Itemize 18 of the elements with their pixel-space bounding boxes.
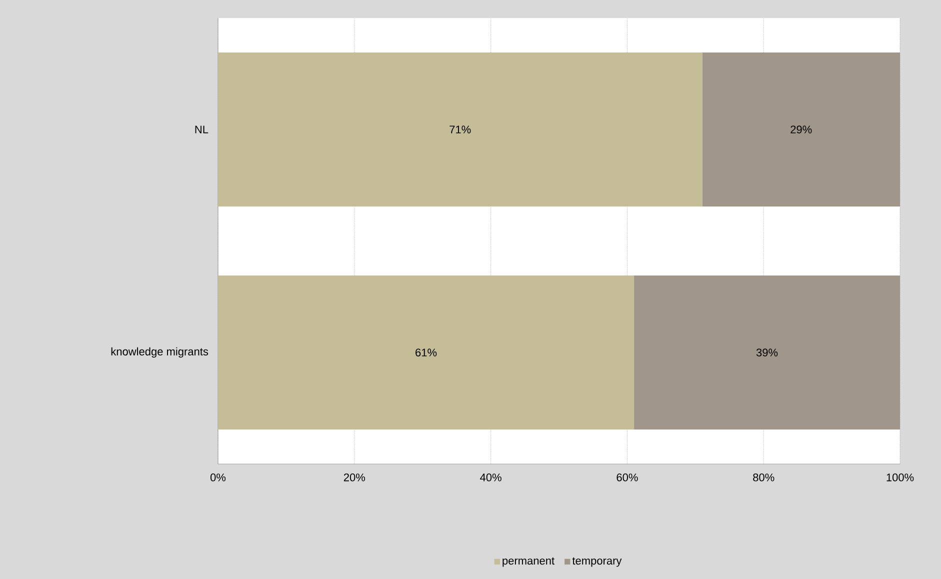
data-label: 39% xyxy=(756,348,778,356)
legend-label: temporary xyxy=(572,557,622,567)
x-tick-label: 80% xyxy=(753,474,774,482)
data-label: 71% xyxy=(450,126,471,134)
bar xyxy=(702,52,900,206)
legend-label: permanent xyxy=(502,557,554,567)
x-tick-label: 100% xyxy=(886,474,914,482)
x-tick-label: 0% xyxy=(210,474,226,482)
data-label: 61% xyxy=(416,348,437,356)
data-label: 29% xyxy=(790,126,812,134)
bar xyxy=(218,275,634,430)
y-tick-label: knowledge migrants xyxy=(111,347,208,358)
y-tick-label: NL xyxy=(195,126,208,134)
bar xyxy=(218,52,702,206)
x-tick-label: 20% xyxy=(344,474,366,482)
x-tick-label: 60% xyxy=(616,474,638,482)
x-tick-label: 40% xyxy=(480,474,502,482)
bar xyxy=(634,275,900,430)
